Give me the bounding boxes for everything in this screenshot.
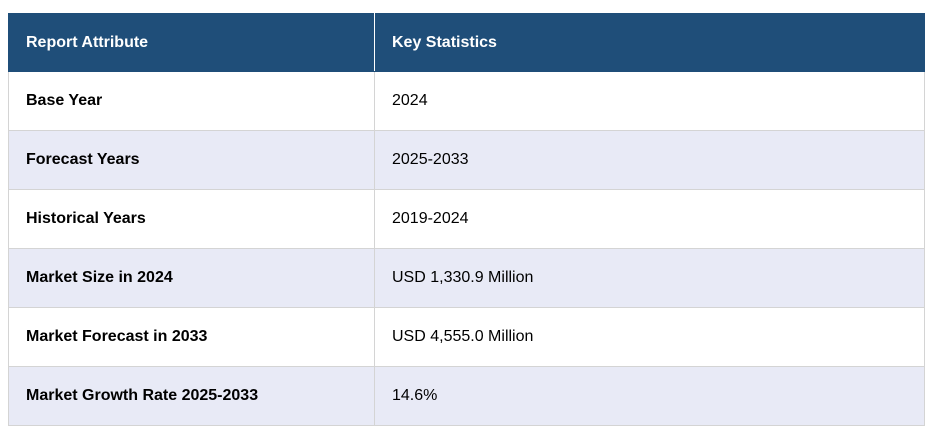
header-key-statistics: Key Statistics [374,13,925,72]
row-attribute-base-year: Base Year [8,71,375,131]
table-row: Market Size in 2024 USD 1,330.9 Million [8,248,925,308]
row-attribute-market-forecast: Market Forecast in 2033 [8,307,375,367]
table-row: Forecast Years 2025-2033 [8,130,925,190]
row-value-historical-years: 2019-2024 [374,189,925,249]
row-attribute-forecast-years: Forecast Years [8,130,375,190]
row-attribute-growth-rate: Market Growth Rate 2025-2033 [8,366,375,426]
row-value-market-size: USD 1,330.9 Million [374,248,925,308]
header-report-attribute: Report Attribute [8,13,375,72]
report-table-container: Report Attribute Key Statistics Base Yea… [8,13,925,426]
row-value-forecast-years: 2025-2033 [374,130,925,190]
row-attribute-market-size: Market Size in 2024 [8,248,375,308]
table-row: Market Growth Rate 2025-2033 14.6% [8,366,925,426]
table-row: Historical Years 2019-2024 [8,189,925,249]
row-attribute-historical-years: Historical Years [8,189,375,249]
table-header-row: Report Attribute Key Statistics [8,13,925,72]
row-value-base-year: 2024 [374,71,925,131]
table-row: Base Year 2024 [8,71,925,131]
table-row: Market Forecast in 2033 USD 4,555.0 Mill… [8,307,925,367]
report-statistics-table: Report Attribute Key Statistics Base Yea… [8,13,925,426]
row-value-market-forecast: USD 4,555.0 Million [374,307,925,367]
row-value-growth-rate: 14.6% [374,366,925,426]
